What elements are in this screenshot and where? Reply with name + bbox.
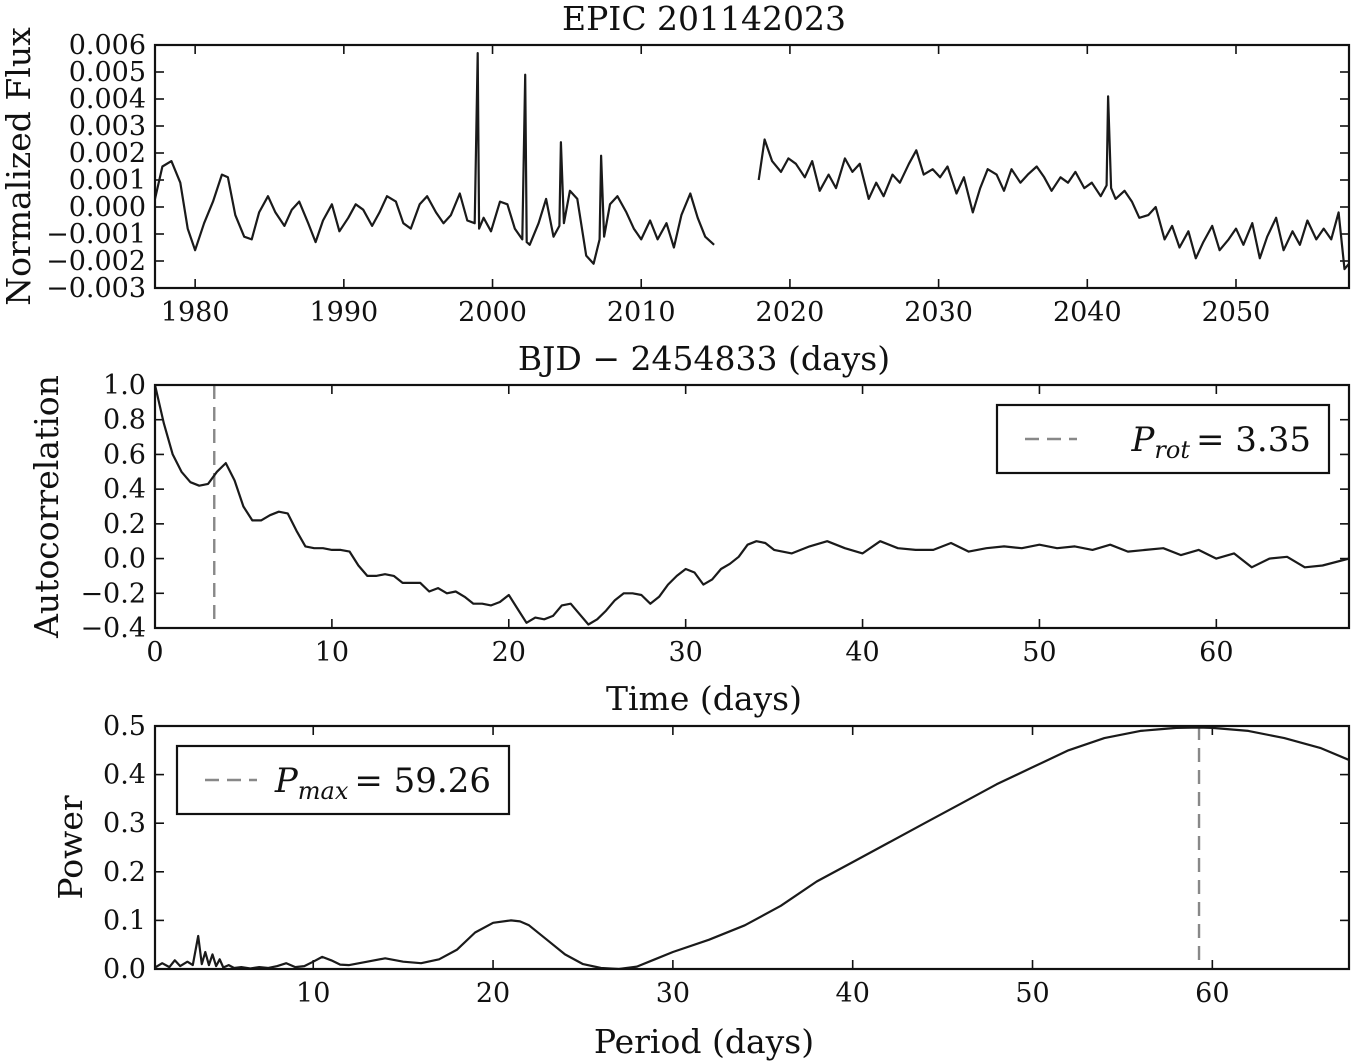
autocorrelation-panel: 0 10 20 30 40 50 60 −0.4 −0.20.0 0.2 0.4 0.60.8 1.0 T… [27,370,1351,718]
y-tick-label: 0.3 [103,808,146,839]
series-line [155,52,715,265]
x-tick-label: 60 [1195,978,1229,1009]
series-line [155,726,1349,969]
series-line [757,95,1349,271]
x-tick-label: 50 [1022,637,1056,668]
y-axis-label: Autocorrelation [27,375,66,639]
x-axis-label: Time (days) [606,679,802,718]
y-tick-label: −0.003 [46,273,146,304]
x-tick-label: 2030 [904,297,973,328]
periodogram-panel: 10 20 30 40 50 60 0.0 0.1 0.2 0.3 0.4 0.5 Period (da… [51,711,1351,1061]
x-tick-label: 2050 [1202,297,1271,328]
x-tick-label: 50 [1015,978,1049,1009]
y-tick-label: 0.0 [103,544,146,575]
y-tick-label: 0.000 [69,192,146,223]
axes-frame [153,43,1351,290]
y-tick-label: −0.002 [46,246,146,277]
x-tick-label: 60 [1199,637,1233,668]
x-tick-label: 2040 [1053,297,1122,328]
x-tick-label: 40 [836,978,870,1009]
lightcurve-panel: 1980 1990 2000 2010 2020 2030 2040 2050−0.003−0… [0,0,1351,378]
y-tick-label: 0.0 [103,954,146,985]
legend: Prot = 3.35 [995,403,1331,475]
y-tick-label: 0.4 [103,474,146,505]
x-tick-label: 2010 [607,297,676,328]
y-axis-label: Power [51,795,90,900]
x-tick-label: 40 [845,637,879,668]
axes-frame [153,383,1351,630]
y-tick-label: 0.4 [103,760,146,791]
y-tick-label: 0.001 [69,165,146,196]
series-line [155,385,1349,626]
y-tick-label: −0.2 [80,578,146,609]
x-axis-label: Period (days) [594,1022,814,1061]
y-tick-label: 1.0 [103,370,146,401]
x-tick-label: 30 [656,978,690,1009]
y-tick-label: −0.4 [80,613,146,644]
x-tick-label: 1990 [309,297,378,328]
x-tick-label: 20 [492,637,526,668]
y-tick-label: 0.005 [69,57,146,88]
x-tick-label: 30 [668,637,702,668]
y-tick-label: 0.8 [103,405,146,436]
y-axis-label: Normalized Flux [0,27,38,306]
x-axis-label: BJD − 2454833 (days) [518,339,890,378]
legend-label: Prot = 3.35 [1131,420,1311,464]
y-tick-label: 0.1 [103,905,146,936]
y-tick-label: 0.002 [69,138,146,169]
y-tick-label: 0.5 [103,711,146,742]
y-tick-label: −0.001 [46,219,146,250]
y-tick-label: 0.003 [69,111,146,142]
x-tick-label: 2000 [458,297,527,328]
x-tick-label: 2020 [756,297,825,328]
legend: Pmax = 59.26 [175,744,511,816]
y-tick-label: 0.6 [103,439,146,470]
x-tick-label: 1980 [161,297,230,328]
y-tick-label: 0.2 [103,857,146,888]
y-tick-label: 0.2 [103,509,146,540]
x-tick-label: 0 [146,637,163,668]
y-tick-label: 0.006 [69,30,146,61]
x-tick-label: 20 [476,978,510,1009]
x-tick-label: 10 [296,978,330,1009]
chart-title: EPIC 201142023 [562,0,846,38]
x-tick-label: 10 [315,637,349,668]
y-tick-label: 0.004 [69,84,146,115]
axes-frame [153,724,1351,971]
legend-label: Pmax = 59.26 [274,761,491,805]
